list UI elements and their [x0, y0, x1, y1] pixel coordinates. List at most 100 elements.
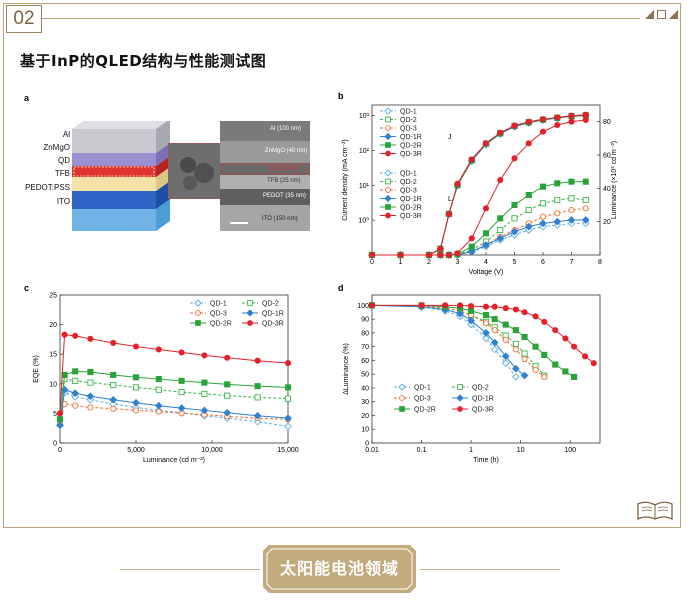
legend-label: QD-1	[400, 171, 417, 178]
data-point	[284, 395, 292, 402]
data-point	[254, 394, 261, 401]
data-point	[457, 384, 463, 390]
data-point	[201, 379, 208, 386]
y-axis-label: ΔLuminance (%)	[343, 343, 350, 395]
data-point	[482, 329, 490, 337]
data-point	[568, 118, 575, 125]
y-tick-label: 15	[49, 352, 57, 359]
data-point	[200, 406, 209, 415]
data-point	[223, 408, 232, 417]
data-point	[177, 404, 186, 412]
data-point	[132, 407, 140, 414]
data-point	[87, 379, 94, 386]
x-tick-label: 7	[570, 259, 574, 266]
data-point	[539, 128, 547, 135]
data-point	[541, 351, 548, 358]
x-tick-label: 2	[427, 259, 431, 266]
data-point	[456, 394, 464, 402]
chart-c-eqe: c 0 5,000 10,000 15,000 0 5 10 15 20 25 Luminance (…	[24, 283, 299, 464]
data-point	[467, 316, 475, 325]
open-book-icon	[637, 501, 673, 521]
data-point	[490, 338, 499, 347]
data-point	[502, 336, 509, 343]
series-line-qd-3r	[59, 334, 289, 414]
data-point	[539, 116, 547, 123]
legend-label: QD-1R	[262, 311, 284, 318]
data-point	[385, 178, 391, 185]
stack-label: ITO	[56, 197, 70, 206]
data-point	[491, 327, 498, 334]
top-rule	[42, 18, 640, 19]
series-line-qd-2r	[59, 370, 289, 420]
data-point	[554, 196, 561, 204]
data-point	[397, 251, 404, 259]
data-point	[482, 311, 490, 319]
stack-label: TFB	[54, 169, 70, 178]
chart-b-jvl: b 0 1 2 3 4 5 6 7 8 10⁰ 10¹ 10² 10³ 20 40 60 80 Voltage (V…	[338, 91, 618, 276]
data-point	[497, 226, 504, 234]
data-point	[155, 408, 162, 415]
data-point	[399, 395, 405, 401]
data-point	[552, 327, 559, 334]
series-line-qd-1r	[59, 389, 289, 426]
data-point	[468, 243, 475, 250]
panel-a-letter: a	[24, 93, 30, 103]
stack-label: ZnMgO	[43, 143, 70, 152]
data-point	[437, 245, 444, 252]
data-point	[512, 340, 519, 347]
data-point	[456, 309, 464, 318]
data-point	[56, 416, 64, 423]
data-point	[132, 343, 140, 350]
data-point	[437, 251, 444, 259]
data-point	[457, 302, 464, 309]
y-tick-label: 25	[49, 293, 57, 300]
legend-label: QD-3	[414, 396, 431, 403]
data-point	[467, 247, 476, 256]
data-point	[571, 373, 578, 380]
data-point	[482, 140, 490, 147]
x-tick-label: 100	[564, 447, 576, 454]
device-stack-illustration	[72, 121, 170, 231]
y-tick-label: 10³	[359, 113, 370, 120]
y-tick-label: 10¹	[359, 183, 370, 190]
data-point	[385, 187, 391, 193]
data-point	[284, 384, 292, 391]
data-point	[554, 121, 561, 129]
data-point	[155, 376, 162, 383]
data-point	[132, 374, 140, 381]
data-point	[56, 421, 64, 430]
data-point	[553, 217, 562, 226]
data-point	[511, 364, 520, 373]
plot-area	[59, 294, 289, 444]
y-tick-label: 20	[49, 322, 57, 329]
data-point	[521, 309, 528, 316]
data-point	[71, 389, 80, 398]
qd-tem-inset	[168, 143, 224, 199]
y-axis-label: Current density (mA cm⁻²)	[342, 139, 349, 221]
data-point	[155, 386, 162, 393]
x-tick-label: 15,000	[277, 447, 299, 454]
data-point	[512, 327, 519, 334]
data-point	[72, 332, 79, 339]
tem-layer-label: TFB (25 nm)	[267, 178, 301, 184]
y-tick-label: 30	[361, 399, 369, 406]
data-point	[490, 345, 499, 354]
data-point	[284, 360, 292, 367]
x-tick-label: 10,000	[201, 447, 223, 454]
y-tick-label: 80	[361, 330, 369, 337]
data-point	[224, 354, 231, 361]
data-point	[511, 201, 518, 209]
x-tick-label: 0	[58, 447, 62, 454]
data-point	[554, 180, 561, 187]
x-tick-label: 6	[541, 259, 545, 266]
data-point	[425, 251, 433, 259]
legend-label: QD-3	[400, 188, 417, 195]
data-point	[501, 359, 510, 368]
series-line-qd-1r	[371, 304, 525, 376]
data-point	[87, 368, 94, 376]
footer-label-background	[263, 545, 416, 593]
legend-label: QD-3R	[472, 407, 494, 414]
panel-d-letter: d	[338, 283, 344, 293]
data-point	[61, 331, 68, 338]
data-point	[568, 195, 575, 202]
